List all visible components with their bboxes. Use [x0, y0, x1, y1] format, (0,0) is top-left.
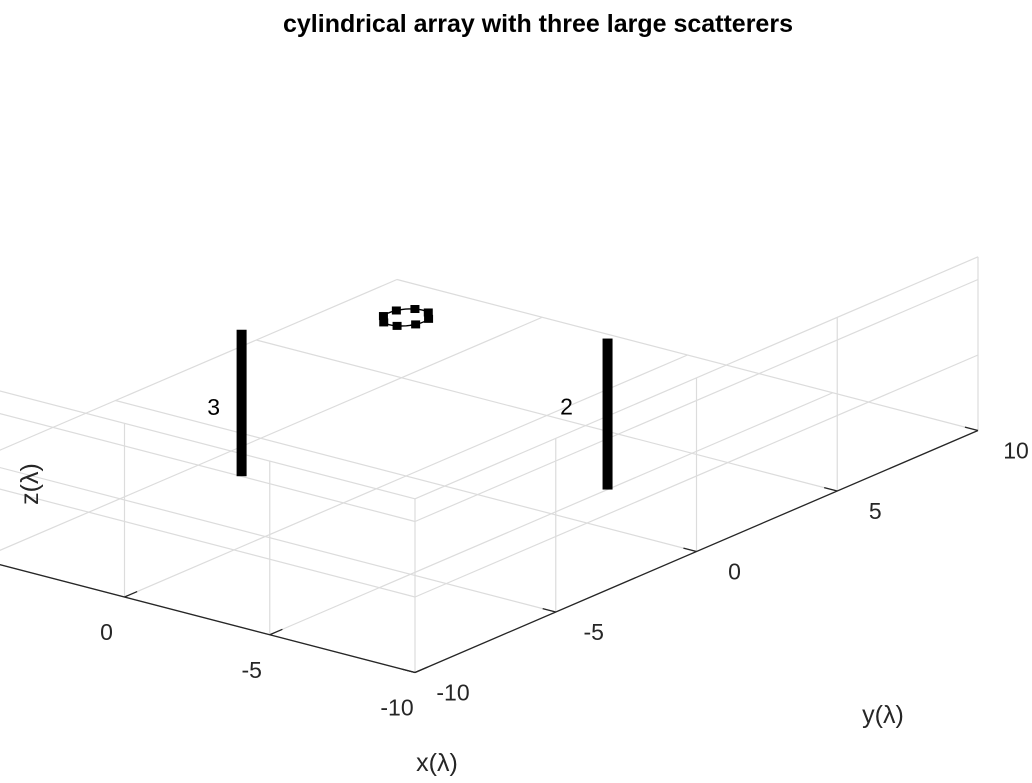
- grid-line-floor-y: [256, 339, 838, 492]
- array-element-marker: [411, 320, 421, 329]
- y-tick-label: 5: [869, 498, 882, 524]
- y-tick-label: -5: [584, 619, 604, 645]
- array-element-marker: [378, 312, 388, 321]
- grid-line-floor-y: [396, 278, 979, 432]
- grid-line-back-left-horizontal: [0, 488, 416, 598]
- scatterer-2-bar: [602, 338, 613, 490]
- y-tick-mark: [401, 668, 416, 674]
- y-tick-mark: [542, 607, 556, 613]
- y-tick-mark: [964, 426, 979, 432]
- cylindrical-array: [378, 305, 434, 330]
- array-element-marker: [424, 314, 434, 323]
- grid-line-floor-y: [115, 399, 697, 553]
- chart-title: cylindrical array with three large scatt…: [283, 10, 793, 38]
- z-axis-label: z(λ): [16, 463, 44, 505]
- x-axis-ticks: 1050-5-10: [100, 590, 428, 721]
- array-ring: [381, 308, 431, 327]
- grid-line-floor-y: [0, 466, 556, 613]
- axes-back-panels: [0, 256, 979, 674]
- scatterer-3-bar: [236, 329, 247, 477]
- y-tick-mark: [683, 547, 697, 553]
- y-axis-label: y(λ): [862, 701, 904, 729]
- axes-floor-grid: [0, 278, 979, 674]
- y-axis-ticks: -10 -5 0 5 10: [401, 426, 1029, 706]
- grid-line-floor-x: [0, 278, 398, 451]
- grid-line-back-right-horizontal: [414, 278, 979, 523]
- x-axis-line: [0, 563, 416, 674]
- grid-line-back-left-horizontal: [0, 564, 416, 674]
- array-element-marker: [410, 305, 420, 314]
- x-tick-mark: [269, 628, 283, 636]
- y-tick-label: 10: [1003, 438, 1029, 464]
- y-tick-label: 0: [728, 559, 741, 585]
- y-tick-mark: [824, 486, 838, 492]
- scatterer-3-label: 3: [207, 394, 220, 420]
- x-tick-mark: [124, 590, 138, 598]
- scatterers: 123: [207, 329, 613, 490]
- x-tick-label: -5: [242, 657, 262, 683]
- array-element-marker: [392, 321, 402, 330]
- grid-line-floor-y: [0, 564, 416, 674]
- array-element-marker: [379, 318, 389, 327]
- y-tick-label: -10: [436, 680, 469, 706]
- x-axis-label: x(λ): [416, 749, 458, 777]
- grid-line-back-left-horizontal: [0, 413, 416, 523]
- axes-lines: [0, 429, 979, 674]
- grid-line-floor-x: [0, 316, 543, 551]
- x-tick-label: 0: [100, 619, 113, 645]
- grid-line-back-right-horizontal: [414, 354, 979, 598]
- x-tick-mark: [414, 666, 428, 674]
- array-element-marker: [391, 306, 401, 315]
- x-tick-label: -10: [380, 695, 413, 721]
- array-element-marker: [423, 308, 433, 317]
- scatterer-2-label: 2: [560, 394, 573, 420]
